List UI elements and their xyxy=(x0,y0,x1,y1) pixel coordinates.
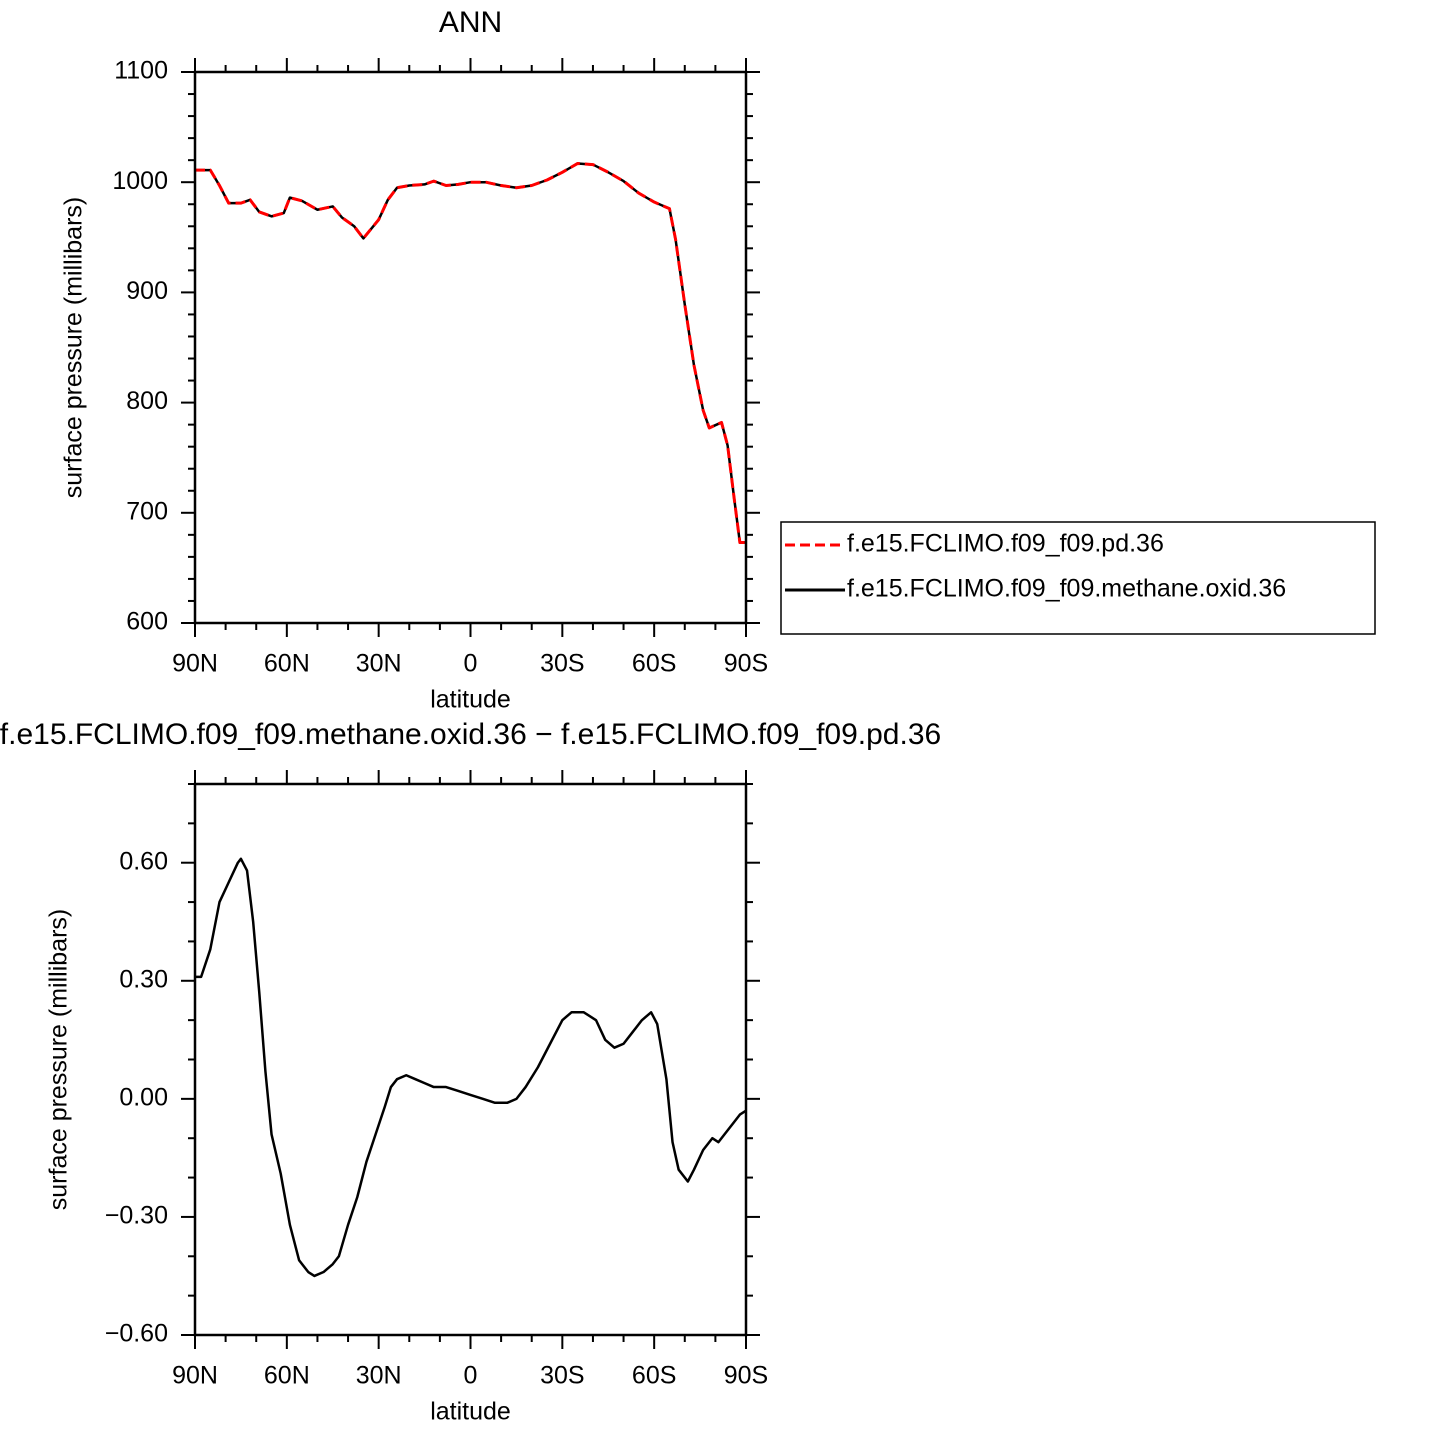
y-axis-label: surface pressure (millibars) xyxy=(60,197,88,498)
y-tick-label: −0.60 xyxy=(105,1320,168,1348)
y-axis-label: surface pressure (millibars) xyxy=(45,909,73,1210)
x-tick-label: 60N xyxy=(264,650,310,678)
x-tick-label: 60N xyxy=(264,1362,310,1390)
x-tick-label: 90N xyxy=(172,650,218,678)
x-tick-label: 60S xyxy=(632,650,676,678)
x-tick-label: 0 xyxy=(464,650,478,678)
x-tick-label: 30N xyxy=(356,650,402,678)
legend-label: f.e15.FCLIMO.f09_f09.methane.oxid.36 xyxy=(847,575,1286,603)
chart-title: f.e15.FCLIMO.f09_f09.methane.oxid.36 − f… xyxy=(0,718,941,751)
y-tick-label: 0.60 xyxy=(119,847,168,875)
legend-box xyxy=(780,521,1376,635)
series-line xyxy=(195,162,746,544)
legend-label: f.e15.FCLIMO.f09_f09.pd.36 xyxy=(847,530,1164,558)
y-tick-label: 600 xyxy=(126,608,168,636)
plot-frame xyxy=(193,70,748,625)
x-tick-label: 30N xyxy=(356,1362,402,1390)
x-tick-label: 60S xyxy=(632,1362,676,1390)
y-tick-label: 1000 xyxy=(112,167,168,195)
x-tick-label: 90S xyxy=(724,1362,768,1390)
x-tick-label: 0 xyxy=(464,1362,478,1390)
y-tick-label: 900 xyxy=(126,277,168,305)
x-tick-label: 30S xyxy=(540,650,584,678)
plot-frame xyxy=(193,782,748,1337)
x-axis-label: latitude xyxy=(430,1398,511,1426)
y-tick-label: 1100 xyxy=(114,57,168,85)
y-tick-label: −0.30 xyxy=(105,1202,168,1230)
y-tick-label: 0.30 xyxy=(119,965,168,993)
x-tick-label: 90S xyxy=(724,650,768,678)
x-axis-label: latitude xyxy=(430,686,511,714)
series-line xyxy=(195,857,747,1278)
y-tick-label: 700 xyxy=(126,497,168,525)
x-tick-label: 30S xyxy=(540,1362,584,1390)
y-tick-label: 800 xyxy=(126,387,168,415)
x-tick-label: 90N xyxy=(172,1362,218,1390)
chart-title: ANN xyxy=(439,6,502,39)
y-tick-label: 0.00 xyxy=(119,1083,168,1111)
series-line xyxy=(195,161,746,545)
